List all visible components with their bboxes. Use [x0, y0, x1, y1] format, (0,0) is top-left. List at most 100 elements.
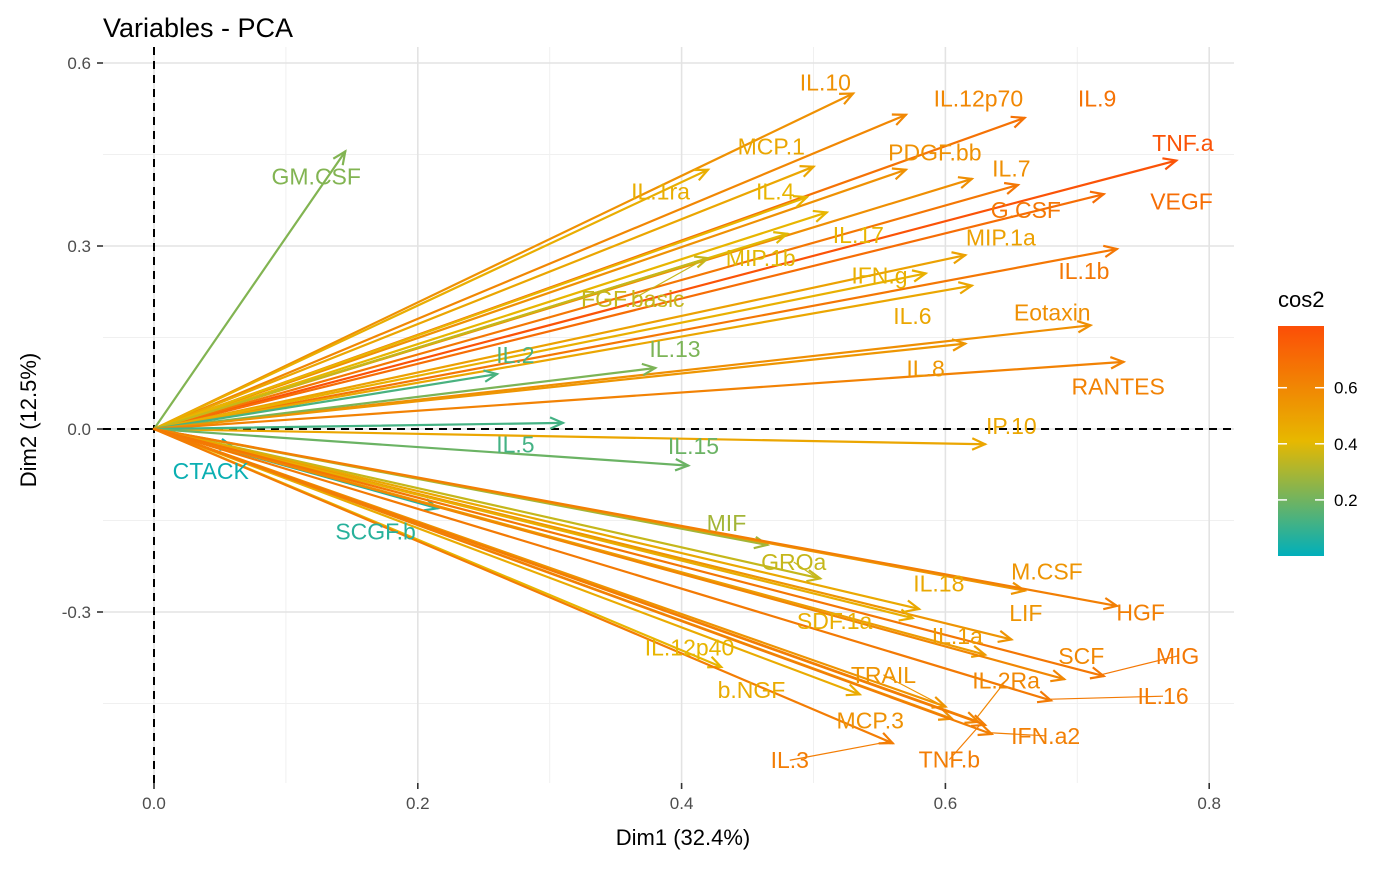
label-leader-line [632, 258, 705, 300]
arrow-head [951, 338, 968, 352]
arrow-head [1103, 597, 1120, 611]
legend-title: cos2 [1278, 287, 1324, 312]
x-tick-label: 0.2 [406, 794, 430, 813]
label-leader-line [1099, 655, 1178, 676]
arrow-shaft [152, 113, 907, 431]
label-leader-line [974, 679, 1007, 721]
variable-label: LIF [1009, 600, 1042, 626]
arrow-il-5 [152, 416, 566, 431]
arrow-il-1b [152, 244, 1120, 431]
legend-ticks: 0.2 0.4 0.6 [1278, 379, 1358, 510]
arrow-head [1102, 244, 1120, 258]
arrow-head [792, 195, 810, 208]
arrow-shaft [152, 92, 855, 431]
variable-arrows [152, 92, 1179, 745]
arrow-shaft [152, 165, 815, 431]
variable-label: IL.15 [668, 433, 719, 459]
label-leader-line [789, 740, 890, 761]
legend-colorbar [1278, 326, 1324, 556]
arrow-shaft [152, 257, 710, 431]
arrow-head [845, 683, 863, 697]
arrow-head [423, 498, 441, 512]
arrow-shaft [152, 159, 1178, 431]
variable-label: IL.18 [913, 570, 964, 596]
variable-label: Eotaxin [1014, 299, 1091, 325]
arrow-groa [152, 427, 823, 583]
variable-label: FGF.basic [581, 286, 685, 312]
arrow-shaft [152, 427, 861, 696]
arrow-shaft [152, 211, 828, 431]
label-leader-line [793, 561, 817, 579]
arrow-head [806, 569, 823, 583]
variable-label: IL.12p70 [934, 85, 1024, 111]
arrow-head [1076, 319, 1094, 334]
arrow-head [332, 149, 347, 166]
variable-label: IL.1a [932, 623, 983, 649]
arrow-il-8 [152, 338, 968, 431]
x-tick-label: 0.8 [1197, 794, 1221, 813]
variable-label: MCP.3 [837, 708, 904, 734]
variable-label: TNF.a [1152, 130, 1214, 156]
arrow-il-15 [152, 427, 691, 472]
arrow-vegf [152, 190, 1107, 431]
arrow-shaft [152, 427, 1053, 702]
arrow-il-17 [152, 209, 830, 431]
variable-label: IL.17 [833, 222, 884, 248]
arrow-shaft [152, 247, 1118, 431]
variable-label: IL.1b [1058, 258, 1109, 284]
arrow-shaft [152, 427, 914, 620]
legend-tick-label: 0.6 [1334, 379, 1358, 398]
arrow-shaft [152, 168, 710, 431]
arrow-shaft [152, 427, 987, 726]
variable-label: TNF.b [919, 747, 980, 773]
y-tick-label: 0.3 [67, 237, 91, 256]
arrow-head [970, 714, 988, 728]
arrow-shaft [152, 427, 1118, 608]
arrow-shaft [152, 366, 657, 431]
arrow-head [1010, 115, 1028, 129]
legend: cos2 0.2 0.4 0.6 [1278, 287, 1358, 556]
variable-label: IL.9 [1078, 85, 1116, 111]
variable-label: IL.12p40 [645, 634, 735, 660]
arrow-shaft [152, 427, 822, 580]
arrow-il-18 [152, 427, 922, 613]
origin-lines [103, 47, 1234, 783]
arrow-g-csf [152, 181, 1021, 431]
arrow-il-3 [152, 427, 896, 745]
variable-label: PDGF.bb [888, 140, 981, 166]
arrow-head [1089, 666, 1107, 680]
arrow-head [1036, 690, 1054, 704]
variable-label: RANTES [1072, 373, 1165, 399]
chart-title: Variables - PCA [103, 13, 293, 43]
y-tick-label: 0.0 [67, 420, 91, 439]
variable-label: IL.8 [906, 356, 944, 382]
variable-label: IL.16 [1137, 683, 1188, 709]
arrow-head [799, 165, 817, 178]
arrow-il-2 [152, 369, 500, 431]
variable-labels: IL.10 IL.12p70 IL.9 TNF.a GM.CSF MCP.1 PDGF.bb… [173, 70, 1214, 774]
arrow-head [773, 231, 790, 244]
arrow-shaft [152, 427, 1105, 678]
variable-label: GM.CSF [272, 163, 361, 189]
variable-label: SDF.1a [797, 608, 873, 634]
variable-label: IL.3 [771, 747, 809, 773]
arrow-hgf [152, 427, 1120, 611]
arrow-shaft [152, 427, 690, 467]
arrow-il-6 [152, 281, 975, 431]
arrow-shaft [152, 427, 987, 446]
y-axis-title: Dim2 (12.5%) [16, 353, 41, 487]
x-axis-title: Dim1 (32.4%) [616, 825, 750, 850]
axes: 0.0 0.2 0.4 0.6 0.8 -0.3 0.0 0.3 0.6 [62, 54, 1221, 813]
arrow-head [905, 599, 922, 613]
arrow-ifn-g [152, 269, 929, 431]
variable-label: IL.2 [496, 342, 534, 368]
arrow-shaft [152, 150, 347, 431]
variable-label: VEGF [1150, 188, 1213, 214]
arrow-shaft [152, 360, 1125, 431]
arrow-sdf-1a [152, 427, 916, 622]
arrow-il-16 [152, 427, 1054, 704]
variable-label: IL.13 [649, 336, 700, 362]
arrow-shaft [152, 284, 973, 431]
arrow-head [483, 369, 500, 383]
x-tick-label: 0.4 [670, 794, 694, 813]
